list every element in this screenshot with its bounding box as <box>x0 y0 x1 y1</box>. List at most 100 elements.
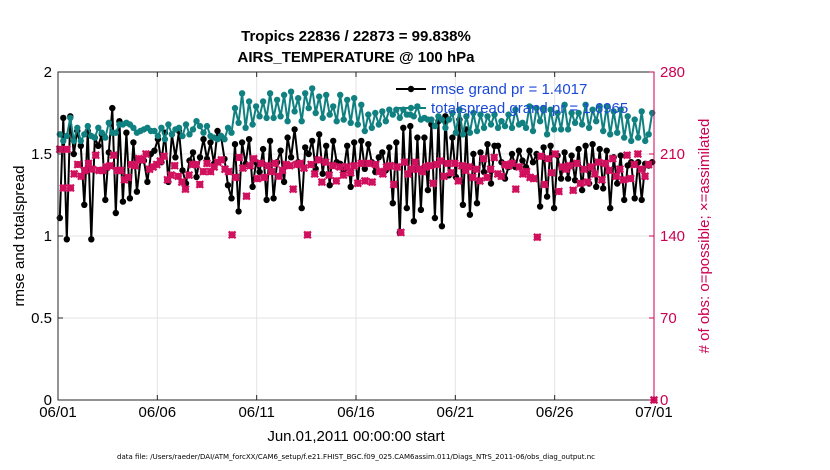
obs-assimilated-point <box>475 176 485 186</box>
x-tick-label: 06/16 <box>337 404 375 421</box>
totalspread-point <box>105 119 113 127</box>
rmse-point <box>200 136 207 143</box>
totalspread-point <box>645 131 652 138</box>
obs-assimilated-point <box>271 159 280 168</box>
obs-assimilated-point <box>87 165 97 174</box>
rmse-point <box>95 142 102 149</box>
rmse-point <box>298 204 305 212</box>
totalspread-point <box>607 131 614 138</box>
obs-assimilated-point <box>360 176 370 186</box>
totalspread-point <box>196 122 204 130</box>
x-tick-label: 06/21 <box>437 404 475 421</box>
totalspread-point <box>470 109 477 117</box>
totalspread-point <box>252 103 260 110</box>
obs-assimilated-point <box>436 156 445 166</box>
totalspread-point <box>249 121 256 128</box>
rmse-point <box>119 198 127 205</box>
legend-spread-label: totalspread grand pr = 1.6965 <box>431 100 628 117</box>
rmse-point <box>571 177 579 184</box>
obs-assimilated-point <box>138 155 147 165</box>
obs-assimilated-point <box>184 170 194 180</box>
rmse-point <box>617 152 624 159</box>
obs-assimilated-point <box>464 162 474 172</box>
totalspread-point <box>473 127 481 135</box>
totalspread-point <box>361 127 368 135</box>
totalspread-point <box>459 131 467 138</box>
chart-subtitle: AIRS_TEMPERATURE @ 100 hPa <box>238 49 476 66</box>
obs-assimilated-point <box>612 172 621 181</box>
y-right-tick-label: 210 <box>660 146 685 163</box>
obs-assimilated-point <box>249 154 258 163</box>
obs-assimilated-point <box>123 173 133 182</box>
obs-assimilated-point <box>529 174 538 183</box>
obs-assimilated-point <box>590 169 599 179</box>
totalspread-point <box>456 106 463 113</box>
rmse-point <box>473 200 481 207</box>
totalspread-point <box>277 113 284 120</box>
rmse-point <box>438 223 446 230</box>
obs-assimilated-point <box>396 228 406 237</box>
rmse-point <box>589 141 596 148</box>
totalspread-point <box>593 118 600 125</box>
y-tick-label: 1.5 <box>31 146 52 163</box>
obs-assimilated-point <box>77 172 86 181</box>
rmse-point <box>568 152 575 159</box>
totalspread-point <box>295 95 302 102</box>
obs-assimilated-point <box>497 172 506 181</box>
totalspread-point <box>603 103 610 110</box>
totalspread-point <box>589 106 596 113</box>
obs-assimilated-point <box>393 162 402 172</box>
obs-assimilated-point <box>339 170 348 180</box>
totalspread-point <box>550 126 558 133</box>
rmse-point <box>519 157 526 164</box>
obs-assimilated-point <box>429 179 438 188</box>
obs-assimilated-point <box>543 154 553 163</box>
totalspread-point <box>298 118 305 125</box>
obs-assimilated-point <box>253 174 262 183</box>
rmse-point <box>235 208 242 215</box>
totalspread-point <box>228 129 235 136</box>
rmse-point <box>621 196 628 204</box>
totalspread-point <box>189 126 197 133</box>
rmse-point <box>319 170 326 177</box>
obs-assimilated-point <box>486 165 495 174</box>
totalspread-point <box>84 122 92 130</box>
obs-assimilated-point <box>601 159 610 168</box>
y-axis-label-right: # of obs: o=possible; ×=assimilated <box>696 119 713 354</box>
rmse-point <box>63 236 70 243</box>
obs-assimilated-point <box>105 161 115 170</box>
totalspread-point <box>165 121 172 128</box>
obs-assimilated-point <box>640 172 650 181</box>
totalspread-point <box>438 116 446 123</box>
totalspread-point <box>200 129 207 136</box>
obs-assimilated-point <box>597 175 607 184</box>
obs-assimilated-point <box>536 152 546 161</box>
rmse-point <box>484 141 491 148</box>
obs-assimilated-point <box>235 153 244 162</box>
obs-assimilated-point <box>637 165 646 174</box>
rmse-point <box>421 134 428 141</box>
rmse-point <box>302 144 309 151</box>
obs-assimilated-point <box>231 173 240 182</box>
rmse-point <box>540 144 547 151</box>
rmse-point <box>144 178 151 186</box>
rmse-point <box>263 196 270 204</box>
totalspread-point <box>309 85 316 92</box>
obs-assimilated-point <box>511 184 520 194</box>
totalspread-point <box>102 134 109 141</box>
totalspread-point <box>498 118 505 125</box>
obs-assimilated-point <box>141 149 151 159</box>
totalspread-point <box>224 124 232 131</box>
obs-assimilated-point <box>389 180 398 189</box>
rmse-point <box>112 209 120 217</box>
obs-assimilated-point <box>619 175 628 184</box>
totalspread-point <box>326 111 333 118</box>
obs-assimilated-point <box>66 183 75 193</box>
obs-assimilated-point <box>346 168 355 177</box>
totalspread-point <box>386 106 393 113</box>
obs-count-series <box>55 145 659 405</box>
totalspread-point <box>175 124 183 131</box>
rmse-point <box>249 183 256 190</box>
totalspread-point <box>540 104 547 112</box>
